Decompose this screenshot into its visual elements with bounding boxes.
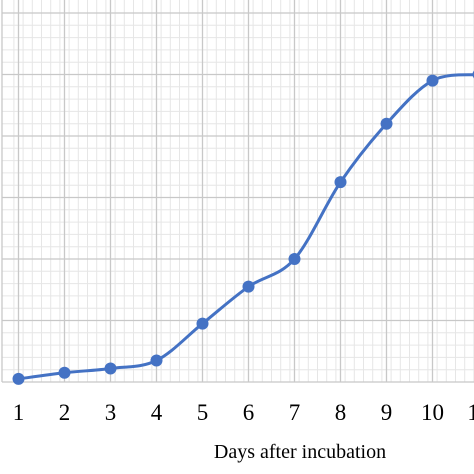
data-point-day-9 [380, 117, 393, 130]
data-markers [12, 70, 474, 385]
x-tick-label: 3 [105, 400, 117, 425]
data-point-day-7 [288, 253, 301, 265]
minor-grid [2, 0, 474, 383]
x-tick-label: 4 [151, 400, 163, 425]
x-tick-label: 1 [13, 400, 25, 425]
x-tick-labels: 1 2 3 4 5 6 7 8 9 10 11 [13, 400, 474, 425]
data-point-day-1 [12, 372, 25, 385]
x-tick-label: 9 [381, 400, 393, 425]
data-point-day-5 [196, 317, 209, 330]
data-point-day-2 [58, 366, 71, 379]
x-tick-label: 6 [243, 400, 255, 425]
data-point-day-6 [242, 280, 255, 293]
x-tick-label: 10 [421, 400, 444, 425]
data-point-day-8 [334, 176, 347, 189]
x-tick-label: 2 [59, 400, 71, 425]
major-grid [1, 0, 474, 383]
x-axis-title: Days after incubation [214, 441, 386, 463]
data-point-day-10 [426, 74, 439, 87]
x-tick-label: 7 [289, 400, 301, 425]
x-tick-label: 8 [335, 400, 347, 425]
data-point-day-4 [150, 354, 163, 367]
data-point-day-3 [104, 362, 117, 375]
x-tick-label: 11 [467, 400, 474, 425]
x-tick-label: 5 [197, 400, 209, 425]
